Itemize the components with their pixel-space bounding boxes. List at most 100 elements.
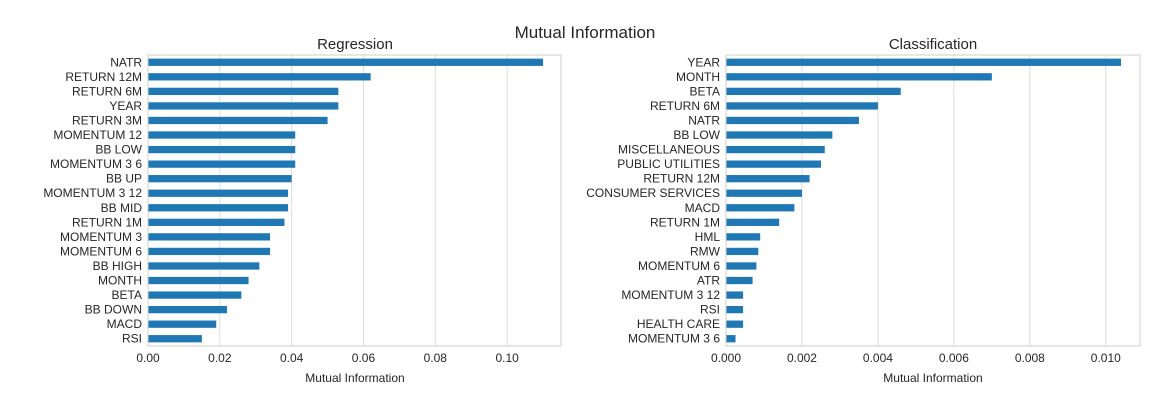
regression-bar bbox=[148, 175, 292, 183]
regression-panel: Regression Mutual Information 0.00 0.02 0.… bbox=[43, 36, 562, 385]
regression-category-label: MONTH bbox=[98, 274, 142, 288]
regression-category-label: MACD bbox=[107, 317, 143, 331]
regression-x-tick-label: 0.00 bbox=[136, 351, 160, 365]
classification-bar bbox=[726, 204, 795, 212]
classification-bar bbox=[726, 276, 753, 285]
regression-category-label: BETA bbox=[112, 288, 142, 302]
regression-bar bbox=[148, 58, 544, 66]
classification-x-tick-label: 0.006 bbox=[939, 351, 969, 365]
regression-bar bbox=[148, 160, 296, 168]
classification-bar bbox=[726, 335, 736, 343]
classification-bar bbox=[726, 175, 810, 183]
classification-category-label: RETURN 12M bbox=[643, 172, 720, 186]
regression-x-tick-label: 0.08 bbox=[424, 351, 448, 365]
classification-category-label: MOMENTUM 3 12 bbox=[621, 288, 720, 302]
regression-x-tick-label: 0.02 bbox=[208, 351, 232, 365]
classification-x-axis-label: Mutual Information bbox=[883, 371, 982, 385]
figure-title: Mutual Information bbox=[515, 23, 656, 42]
classification-category-label: RSI bbox=[700, 303, 720, 317]
classification-category-label: RETURN 1M bbox=[650, 215, 720, 229]
regression-category-label: BB MID bbox=[101, 201, 143, 215]
classification-category-label: BETA bbox=[690, 84, 720, 98]
classification-bar bbox=[726, 305, 744, 314]
regression-category-label: BB LOW bbox=[95, 143, 142, 157]
regression-bar bbox=[148, 291, 242, 299]
classification-category-label: RMW bbox=[690, 244, 721, 258]
regression-bar bbox=[148, 87, 339, 96]
regression-category-label: RETURN 3M bbox=[72, 113, 142, 127]
regression-category-label: MOMENTUM 3 12 bbox=[43, 186, 142, 200]
classification-bar bbox=[726, 73, 992, 81]
regression-bar bbox=[148, 116, 328, 125]
classification-category-label: HEALTH CARE bbox=[637, 317, 720, 331]
classification-x-tick-label: 0.008 bbox=[1015, 351, 1045, 365]
classification-bar bbox=[726, 218, 780, 226]
regression-category-label: NATR bbox=[110, 55, 142, 69]
classification-bar bbox=[726, 116, 859, 125]
classification-title: Classification bbox=[889, 36, 977, 53]
regression-category-label: YEAR bbox=[109, 99, 142, 113]
regression-bar bbox=[148, 320, 217, 328]
regression-bar bbox=[148, 233, 271, 241]
regression-bar bbox=[148, 276, 249, 285]
regression-category-label: MOMENTUM 6 bbox=[60, 244, 142, 258]
regression-category-label: RETURN 1M bbox=[72, 215, 142, 229]
classification-category-label: MOMENTUM 6 bbox=[638, 259, 720, 273]
regression-x-tick-label: 0.04 bbox=[280, 351, 304, 365]
regression-bar bbox=[148, 247, 271, 256]
classification-x-tick-label: 0.000 bbox=[711, 351, 741, 365]
classification-bar bbox=[726, 320, 744, 328]
regression-bar bbox=[148, 189, 289, 197]
regression-bar bbox=[148, 73, 371, 81]
classification-category-label: YEAR bbox=[687, 55, 720, 69]
regression-category-label: MOMENTUM 12 bbox=[53, 128, 142, 142]
classification-x-tick-label: 0.004 bbox=[863, 351, 893, 365]
classification-bar bbox=[726, 262, 757, 270]
classification-category-label: RETURN 6M bbox=[650, 99, 720, 113]
classification-bar bbox=[726, 131, 833, 139]
classification-category-label: BB LOW bbox=[673, 128, 720, 142]
classification-x-tick-label: 0.002 bbox=[787, 351, 817, 365]
classification-category-label: MACD bbox=[685, 201, 721, 215]
regression-title: Regression bbox=[317, 36, 393, 53]
regression-bar bbox=[148, 131, 296, 139]
regression-x-tick-label: 0.10 bbox=[495, 351, 519, 365]
regression-category-label: BB UP bbox=[106, 172, 142, 186]
classification-x-tick-label: 0.010 bbox=[1091, 351, 1121, 365]
classification-bar bbox=[726, 87, 901, 96]
classification-category-label: PUBLIC UTILITIES bbox=[617, 157, 720, 171]
classification-bar bbox=[726, 189, 802, 197]
regression-bar bbox=[148, 102, 339, 110]
regression-category-label: BB HIGH bbox=[93, 259, 142, 273]
classification-category-label: HML bbox=[695, 230, 721, 244]
regression-category-label: RETURN 6M bbox=[72, 84, 142, 98]
classification-plot-frame bbox=[725, 54, 1141, 347]
regression-category-label: BB DOWN bbox=[85, 303, 142, 317]
regression-bar bbox=[148, 145, 296, 154]
classification-bar bbox=[726, 247, 759, 256]
regression-category-label: MOMENTUM 3 bbox=[60, 230, 142, 244]
regression-x-axis-label: Mutual Information bbox=[305, 371, 404, 385]
regression-bar bbox=[148, 218, 285, 226]
classification-bar bbox=[726, 102, 878, 110]
regression-category-label: RETURN 12M bbox=[65, 70, 142, 84]
classification-category-label: MISCELLANEOUS bbox=[618, 143, 720, 157]
classification-category-label: CONSUMER SERVICES bbox=[586, 186, 720, 200]
classification-bar bbox=[726, 233, 761, 241]
classification-bar bbox=[726, 58, 1122, 66]
classification-bar bbox=[726, 145, 825, 154]
regression-category-label: MOMENTUM 3 6 bbox=[50, 157, 142, 171]
classification-bar bbox=[726, 160, 821, 168]
regression-category-label: RSI bbox=[122, 332, 142, 346]
classification-bar bbox=[726, 291, 744, 299]
classification-category-label: ATR bbox=[697, 274, 720, 288]
regression-x-tick-label: 0.06 bbox=[352, 351, 376, 365]
regression-bar bbox=[148, 305, 228, 314]
classification-category-label: NATR bbox=[688, 113, 720, 127]
regression-bar bbox=[148, 262, 260, 270]
classification-category-label: MOMENTUM 3 6 bbox=[628, 332, 720, 346]
regression-plot-frame bbox=[147, 54, 562, 347]
classification-panel: Classification Mutual Information 0.000 0… bbox=[586, 36, 1141, 385]
